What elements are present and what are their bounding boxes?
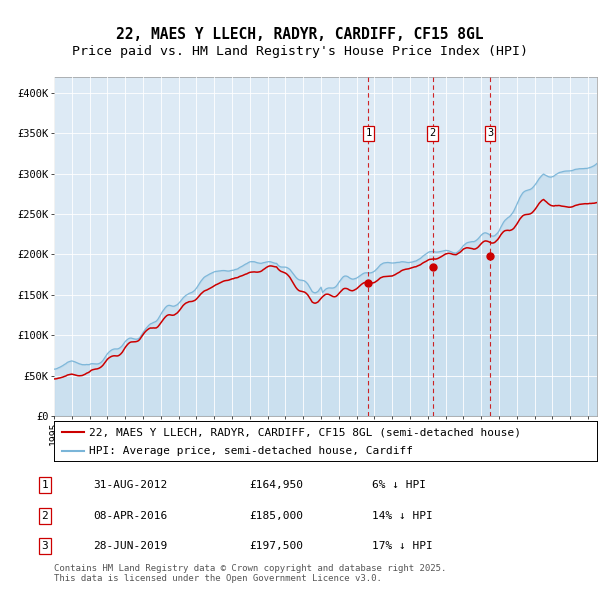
Text: Contains HM Land Registry data © Crown copyright and database right 2025.
This d: Contains HM Land Registry data © Crown c…: [54, 563, 446, 583]
Text: £185,000: £185,000: [249, 511, 303, 520]
Text: 08-APR-2016: 08-APR-2016: [93, 511, 167, 520]
Text: 22, MAES Y LLECH, RADYR, CARDIFF, CF15 8GL (semi-detached house): 22, MAES Y LLECH, RADYR, CARDIFF, CF15 8…: [89, 427, 521, 437]
Text: 22, MAES Y LLECH, RADYR, CARDIFF, CF15 8GL: 22, MAES Y LLECH, RADYR, CARDIFF, CF15 8…: [116, 27, 484, 42]
Text: 31-AUG-2012: 31-AUG-2012: [93, 480, 167, 490]
Text: 1: 1: [365, 128, 371, 138]
Text: 17% ↓ HPI: 17% ↓ HPI: [372, 542, 433, 551]
Text: 2: 2: [430, 128, 436, 138]
Text: 2: 2: [41, 511, 49, 520]
Text: £197,500: £197,500: [249, 542, 303, 551]
Text: HPI: Average price, semi-detached house, Cardiff: HPI: Average price, semi-detached house,…: [89, 445, 413, 455]
Text: 6% ↓ HPI: 6% ↓ HPI: [372, 480, 426, 490]
Text: Price paid vs. HM Land Registry's House Price Index (HPI): Price paid vs. HM Land Registry's House …: [72, 45, 528, 58]
Text: £164,950: £164,950: [249, 480, 303, 490]
Text: 3: 3: [487, 128, 493, 138]
Text: 1: 1: [41, 480, 49, 490]
Text: 14% ↓ HPI: 14% ↓ HPI: [372, 511, 433, 520]
Text: 28-JUN-2019: 28-JUN-2019: [93, 542, 167, 551]
Text: 3: 3: [41, 542, 49, 551]
